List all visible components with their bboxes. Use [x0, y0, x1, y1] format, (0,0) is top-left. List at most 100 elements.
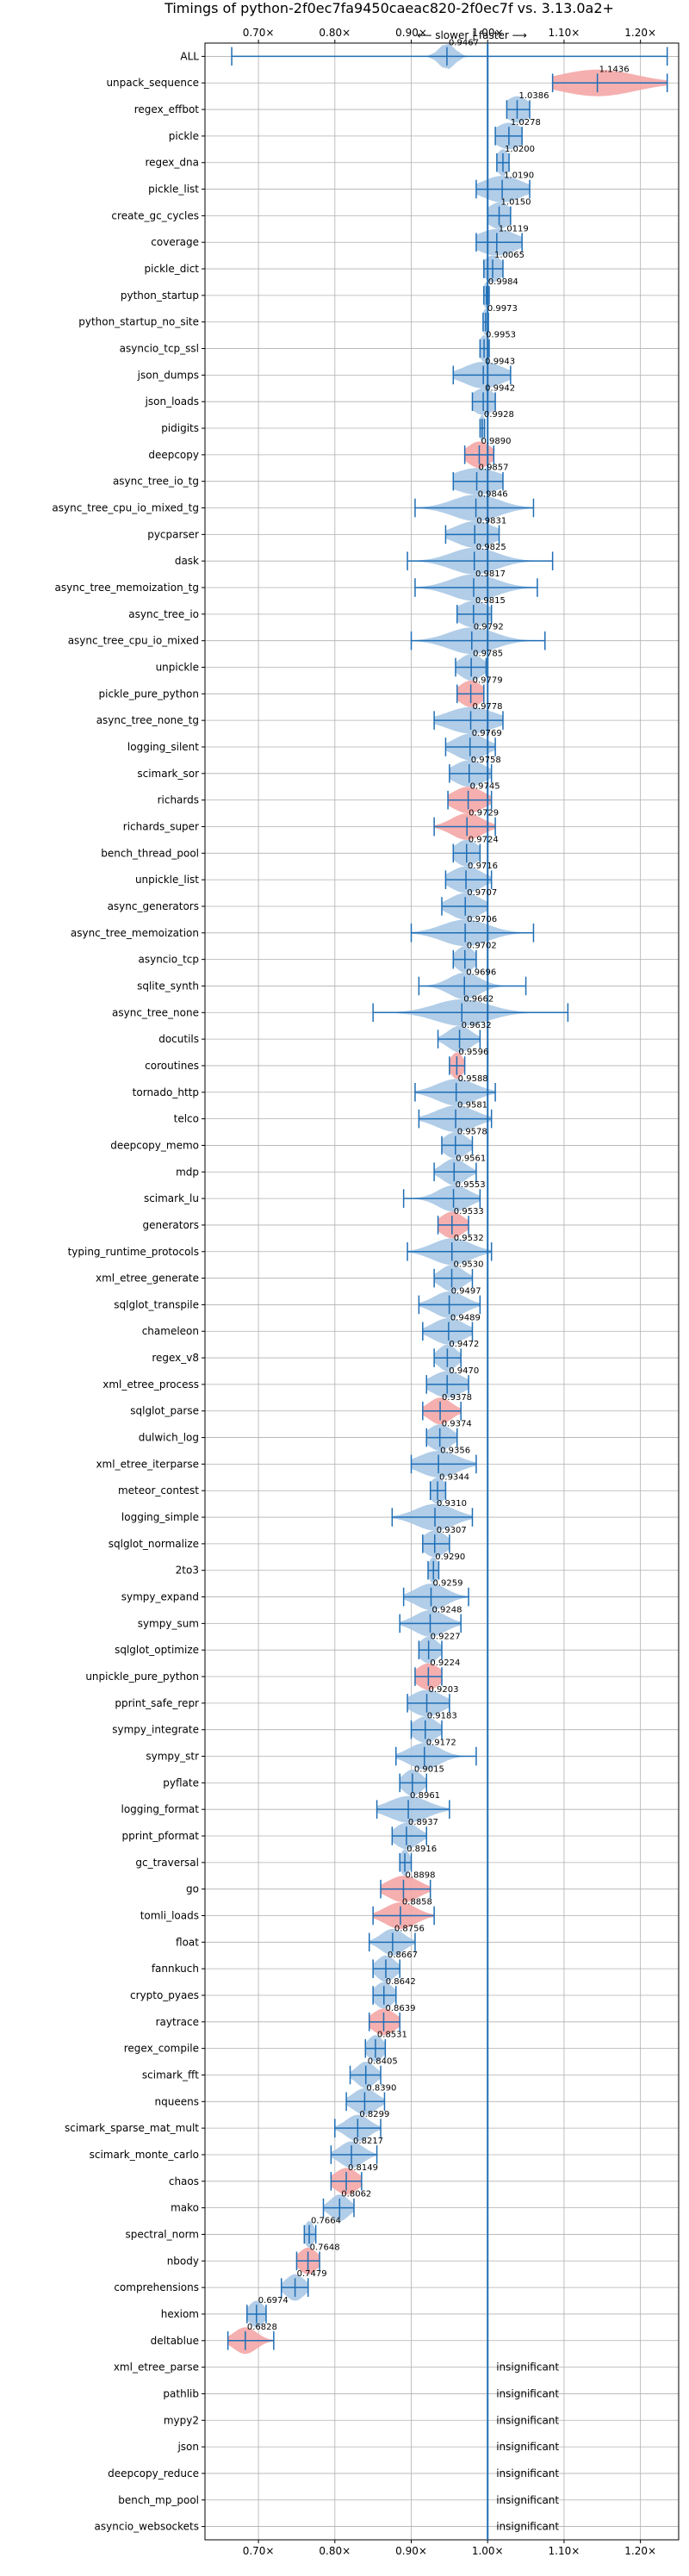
value-label: 0.9203: [429, 1685, 459, 1695]
value-label: 0.9578: [457, 1127, 487, 1136]
benchmark-label: async_tree_none: [112, 1006, 199, 1018]
benchmark-label: python_startup_no_site: [78, 316, 199, 328]
value-label: 0.9248: [432, 1605, 462, 1615]
benchmark-label: async_tree_memoization: [71, 927, 199, 939]
benchmark-label: dask: [175, 555, 199, 567]
value-label: 0.9831: [476, 516, 506, 526]
benchmark-label: chameleon: [142, 1325, 199, 1337]
value-label: 0.9015: [414, 1764, 444, 1774]
value-label: 0.8642: [386, 1977, 416, 1987]
value-label: 0.9942: [485, 383, 515, 393]
benchmark-label: async_tree_cpu_io_mixed_tg: [52, 502, 199, 514]
benchmark-label: coverage: [151, 236, 199, 248]
benchmark-label: go: [186, 1883, 199, 1895]
value-label: 0.9817: [475, 569, 506, 579]
value-label: 0.8217: [353, 2137, 383, 2146]
benchmark-label: async_tree_cpu_io_mixed: [68, 635, 199, 647]
x-tick-label-top: 0.70×: [243, 27, 275, 39]
value-label: 0.9290: [435, 1552, 465, 1562]
benchmark-label: unpickle_pure_python: [85, 1671, 199, 1683]
benchmark-label: crypto_pyaes: [130, 1989, 199, 2001]
value-label: 0.6828: [247, 2323, 277, 2332]
value-label: 0.9729: [469, 809, 499, 818]
benchmark-label: scimark_sparse_mat_mult: [65, 2122, 199, 2134]
value-label: 0.8858: [402, 1898, 432, 1907]
x-tick-label-top: 0.90×: [395, 27, 427, 39]
value-label: 0.9356: [440, 1446, 470, 1455]
value-label: 0.9561: [456, 1154, 486, 1163]
value-label: 0.9533: [454, 1207, 484, 1216]
value-label: 0.9307: [437, 1526, 467, 1535]
value-label: 0.9553: [456, 1180, 486, 1190]
slower-faster-note: ⟵ slower | faster ⟶: [417, 29, 527, 41]
benchmark-label: hexiom: [161, 2308, 199, 2320]
value-label: 0.9530: [454, 1260, 484, 1270]
benchmark-label: asyncio_tcp_ssl: [120, 343, 199, 355]
benchmark-label: json_loads: [145, 395, 199, 408]
benchmark-label: async_tree_none_tg: [96, 714, 199, 726]
value-label: 0.8390: [366, 2083, 396, 2093]
value-label: 0.8898: [405, 1871, 435, 1881]
benchmark-label: telco: [174, 1113, 199, 1125]
benchmark-label: pycparser: [147, 528, 199, 540]
value-label: 0.9785: [473, 650, 503, 659]
value-label: 0.8405: [368, 2057, 398, 2067]
benchmark-label: pickle_pure_python: [99, 688, 199, 700]
value-label: 0.9857: [479, 464, 509, 473]
benchmark-label: sqlglot_parse: [130, 1405, 199, 1417]
insignificant-label: insignificant: [496, 2494, 559, 2506]
benchmark-label: xml_etree_parse: [114, 2361, 199, 2374]
value-label: 0.9259: [432, 1579, 462, 1589]
value-label: 0.7648: [310, 2243, 340, 2252]
benchmark-label: richards: [158, 794, 199, 806]
value-label: 0.9224: [430, 1658, 460, 1668]
benchmark-label: unpickle: [156, 662, 199, 674]
benchmark-label: create_gc_cycles: [111, 209, 199, 221]
value-label: 0.9890: [481, 437, 511, 446]
x-tick-label-bottom: 0.70×: [243, 2545, 275, 2557]
benchmark-label: xml_etree_iterparse: [96, 1458, 199, 1470]
value-label: 1.0065: [494, 251, 525, 260]
benchmark-label: spectral_norm: [125, 2228, 199, 2240]
value-label: 0.9846: [478, 490, 508, 500]
benchmark-label: scimark_monte_carlo: [90, 2149, 199, 2161]
value-label: 0.8667: [388, 1951, 418, 1960]
benchmark-label: coroutines: [145, 1060, 199, 1072]
x-tick-label-bottom: 0.80×: [319, 2545, 351, 2557]
value-label: 0.9497: [451, 1286, 481, 1296]
chart-title: Timings of python-2f0ec7fa9450caeac820-2…: [164, 0, 614, 16]
benchmark-label: logging_silent: [127, 741, 199, 753]
benchmark-label: sympy_str: [146, 1751, 199, 1763]
value-label: 0.9581: [457, 1101, 487, 1111]
benchmark-label: bench_mp_pool: [118, 2494, 199, 2506]
value-label: 0.9378: [442, 1393, 472, 1403]
value-label: 0.9745: [470, 782, 500, 792]
benchmark-label: logging_format: [121, 1803, 199, 1815]
benchmark-label: sqlite_synth: [137, 980, 199, 992]
value-label: 0.9662: [463, 994, 493, 1004]
value-label: 0.9310: [437, 1499, 467, 1509]
value-label: 1.0190: [504, 171, 534, 181]
value-label: 0.9928: [484, 410, 514, 420]
x-tick-label-bottom: 1.00×: [472, 2545, 504, 2557]
benchmark-label: sqlglot_optimize: [115, 1644, 199, 1656]
benchmark-label: mdp: [176, 1166, 199, 1178]
benchmark-label: deepcopy_memo: [110, 1139, 199, 1151]
benchmark-label: raytrace: [156, 2016, 199, 2028]
benchmark-label: regex_effbot: [134, 103, 200, 115]
value-label: 0.8062: [341, 2190, 371, 2200]
value-label: 0.9183: [427, 1712, 457, 1721]
insignificant-label: insignificant: [496, 2387, 559, 2399]
benchmark-label: json_dumps: [137, 369, 199, 381]
value-label: 0.9953: [486, 331, 516, 340]
insignificant-label: insignificant: [496, 2441, 559, 2453]
value-label: 1.1436: [599, 65, 630, 74]
benchmark-label: deepcopy: [148, 449, 199, 461]
benchmark-label: ALL: [180, 50, 199, 62]
value-label: 0.9596: [458, 1048, 488, 1057]
benchmark-label: deltablue: [151, 2335, 199, 2347]
benchmark-label: 2to3: [176, 1565, 199, 1577]
value-label: 0.8961: [410, 1791, 440, 1801]
benchmark-label: nqueens: [155, 2095, 199, 2107]
